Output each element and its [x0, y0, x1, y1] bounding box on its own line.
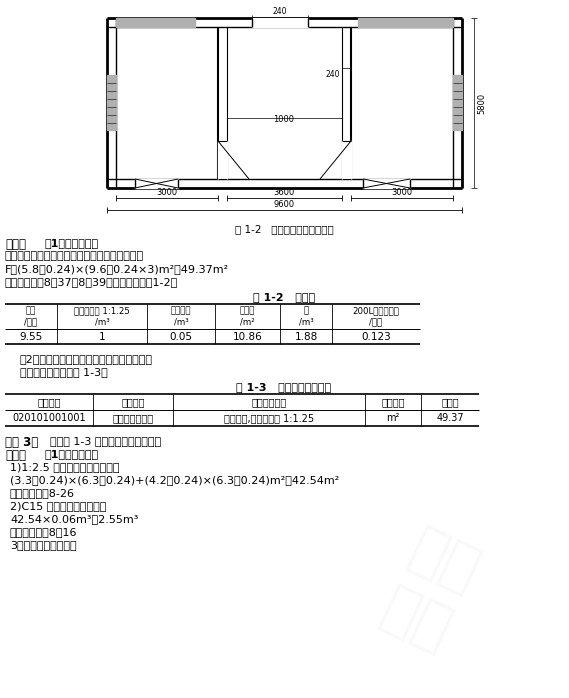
Text: 清单工程量计算见表 1-3。: 清单工程量计算见表 1-3。: [20, 367, 108, 377]
Text: (3.3－0.24)×(6.3－0.24)+(4.2－0.24)×(6.3－0.24)m²＝42.54m²: (3.3－0.24)×(6.3－0.24)+(4.2－0.24)×(6.3－0.…: [10, 475, 339, 485]
Text: 水泥砂浆楼地面: 水泥砂浆楼地面: [113, 413, 154, 423]
Polygon shape: [107, 18, 462, 188]
Text: 240: 240: [325, 70, 340, 79]
Text: 套用基础定额8－37及8－39，工料用量见表1-2。: 套用基础定额8－37及8－39，工料用量见表1-2。: [5, 277, 178, 287]
Text: 工程量: 工程量: [441, 397, 459, 407]
Text: 3000: 3000: [391, 188, 413, 197]
Text: 200L灰浆搅拌机
/台班: 200L灰浆搅拌机 /台班: [353, 307, 399, 326]
Text: 项目编码: 项目编码: [37, 397, 61, 407]
Text: 49.37: 49.37: [436, 413, 464, 423]
Text: 表 1-2   工料表: 表 1-2 工料表: [253, 292, 315, 302]
Text: 9.55: 9.55: [19, 332, 43, 341]
Text: 3）中砂垫层工程量：: 3）中砂垫层工程量：: [10, 540, 77, 550]
Text: 42.54×0.06m³＝2.55m³: 42.54×0.06m³＝2.55m³: [10, 514, 138, 524]
Text: 项目特征描述: 项目特征描述: [251, 397, 287, 407]
Polygon shape: [342, 141, 351, 179]
Text: 装饰
设计: 装饰 设计: [372, 519, 488, 660]
Text: 项目名称: 项目名称: [121, 397, 145, 407]
Text: 【解】: 【解】: [5, 449, 26, 462]
Text: 计量单位: 计量单位: [381, 397, 405, 407]
Text: （2）清单工程量（计算方法同定额工程量）: （2）清单工程量（计算方法同定额工程量）: [20, 354, 153, 364]
Polygon shape: [252, 18, 308, 27]
Polygon shape: [135, 179, 178, 188]
Text: 本例为整体面层，工程量按主墙间净空面积计算: 本例为整体面层，工程量按主墙间净空面积计算: [5, 251, 144, 261]
Text: 240: 240: [273, 7, 287, 16]
Text: 套用基础定额8-26: 套用基础定额8-26: [10, 488, 75, 498]
Polygon shape: [358, 18, 453, 27]
Text: 10.86: 10.86: [233, 332, 262, 341]
Text: 图 1-2   水泥豆石浆地面示意图: 图 1-2 水泥豆石浆地面示意图: [234, 224, 333, 234]
Text: 求如图 1-3 所示地面分项工程量。: 求如图 1-3 所示地面分项工程量。: [50, 436, 161, 446]
Polygon shape: [218, 141, 227, 179]
Text: 5800: 5800: [477, 92, 486, 114]
Text: F＝(5.8－0.24)×(9.6－0.24×3)m²＝49.37m²: F＝(5.8－0.24)×(9.6－0.24×3)m²＝49.37m²: [5, 264, 229, 274]
Polygon shape: [107, 75, 116, 130]
Polygon shape: [363, 179, 410, 188]
Text: 表 1-3   清单工程量计算表: 表 1-3 清单工程量计算表: [237, 382, 332, 392]
Text: 水泥豆石浆 1:1.25
/m³: 水泥豆石浆 1:1.25 /m³: [74, 307, 130, 326]
Bar: [107, 75, 116, 130]
Text: 人工
/工日: 人工 /工日: [24, 307, 38, 326]
Text: 3000: 3000: [156, 188, 178, 197]
Text: 素水泥浆
/m³: 素水泥浆 /m³: [171, 307, 191, 326]
Text: （1）定额工程量: （1）定额工程量: [45, 449, 99, 459]
Text: 1.88: 1.88: [294, 332, 318, 341]
Polygon shape: [453, 75, 462, 130]
Polygon shape: [116, 18, 195, 27]
Text: （1）定额工程量: （1）定额工程量: [45, 238, 99, 248]
Bar: [358, 18, 453, 27]
Bar: [116, 18, 195, 27]
Text: 1)1:2.5 水泥砂浆抹面工程量：: 1)1:2.5 水泥砂浆抹面工程量：: [10, 462, 119, 472]
Bar: [453, 75, 462, 130]
Text: 素水泥浆,水泥豆石浆 1:1.25: 素水泥浆,水泥豆石浆 1:1.25: [224, 413, 314, 423]
Text: 3600: 3600: [273, 188, 295, 197]
Text: m²: m²: [386, 413, 399, 423]
Text: 1: 1: [98, 332, 105, 341]
Text: 水
/m³: 水 /m³: [299, 307, 314, 326]
Text: 【例 3】: 【例 3】: [5, 436, 38, 449]
Text: 9600: 9600: [274, 200, 295, 209]
Text: 套用基础定额8－16: 套用基础定额8－16: [10, 527, 77, 537]
Text: 0.123: 0.123: [361, 332, 391, 341]
Text: 【解】: 【解】: [5, 238, 26, 251]
Text: 0.05: 0.05: [170, 332, 192, 341]
Text: 草袋子
/m²: 草袋子 /m²: [240, 307, 255, 326]
Text: 020101001001: 020101001001: [12, 413, 86, 423]
Text: 2)C15 混凝土垫层工程量：: 2)C15 混凝土垫层工程量：: [10, 501, 106, 511]
Text: 1000: 1000: [274, 115, 295, 124]
